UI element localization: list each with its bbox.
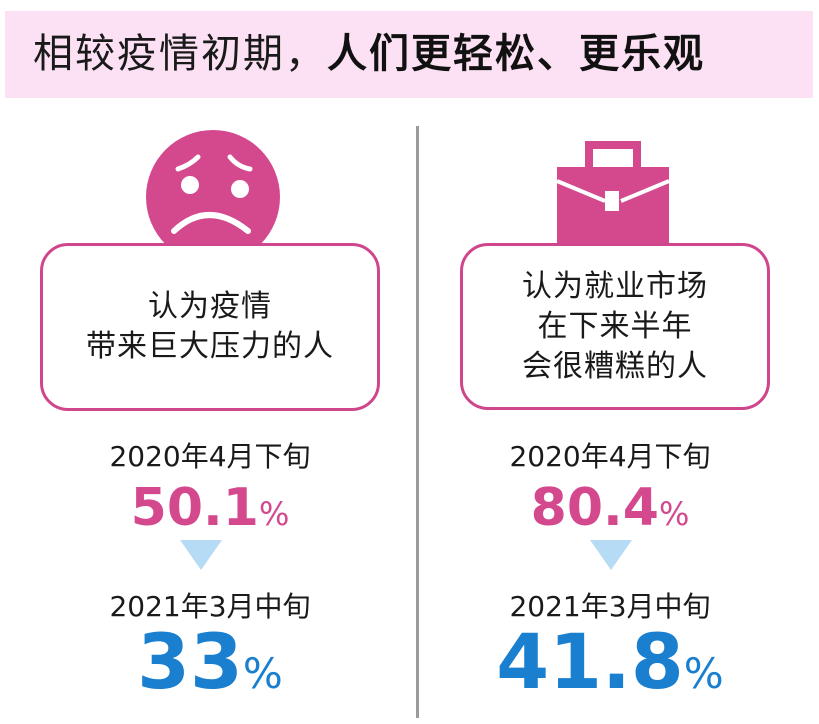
after-number: 33 xyxy=(137,617,243,706)
label-line: 带来巨大压力的人 xyxy=(86,329,334,364)
label-box: 认为就业市场 在下来半年 会很糟糕的人 xyxy=(460,243,770,410)
label-line: 认为就业市场 xyxy=(522,268,708,304)
before-number: 50.1 xyxy=(130,478,259,538)
before-value: 80.4% xyxy=(410,480,810,542)
before-date: 2020年4月下旬 xyxy=(509,440,711,473)
after-number: 41.8 xyxy=(496,617,684,706)
title-regular: 相较疫情初期， xyxy=(33,31,327,77)
after-date: 2021年3月中旬 xyxy=(109,590,311,623)
before-unit: % xyxy=(258,495,290,533)
after-unit: % xyxy=(242,649,283,698)
down-arrow-icon xyxy=(590,540,632,570)
down-arrow-icon xyxy=(180,540,222,570)
briefcase-icon xyxy=(555,139,675,249)
panel-job-market: 认为就业市场 在下来半年 会很糟糕的人 2020年4月下旬 80.4% 2021… xyxy=(410,0,810,724)
after-unit: % xyxy=(683,649,724,698)
page-title: 相较疫情初期，人们更轻松、更乐观 xyxy=(33,29,705,79)
after-value: 41.8% xyxy=(410,622,810,714)
title-banner: 相较疫情初期，人们更轻松、更乐观 xyxy=(5,11,813,98)
label-line: 在下来半年 xyxy=(537,308,693,344)
label-box: 认为疫情 带来巨大压力的人 xyxy=(40,243,380,411)
before-date: 2020年4月下旬 xyxy=(109,440,311,473)
column-divider xyxy=(416,126,419,718)
panel-pressure: 认为疫情 带来巨大压力的人 2020年4月下旬 50.1% 2021年3月中旬 … xyxy=(10,0,410,724)
title-bold: 人们更轻松、更乐观 xyxy=(327,31,705,77)
label-line: 会很糟糕的人 xyxy=(522,348,708,384)
before-value: 50.1% xyxy=(10,480,410,542)
before-number: 80.4 xyxy=(530,478,659,538)
after-date: 2021年3月中旬 xyxy=(509,590,711,623)
after-value: 33% xyxy=(10,622,410,714)
label-line: 认为疫情 xyxy=(148,289,272,324)
worried-face-icon xyxy=(138,127,288,264)
before-unit: % xyxy=(658,495,690,533)
